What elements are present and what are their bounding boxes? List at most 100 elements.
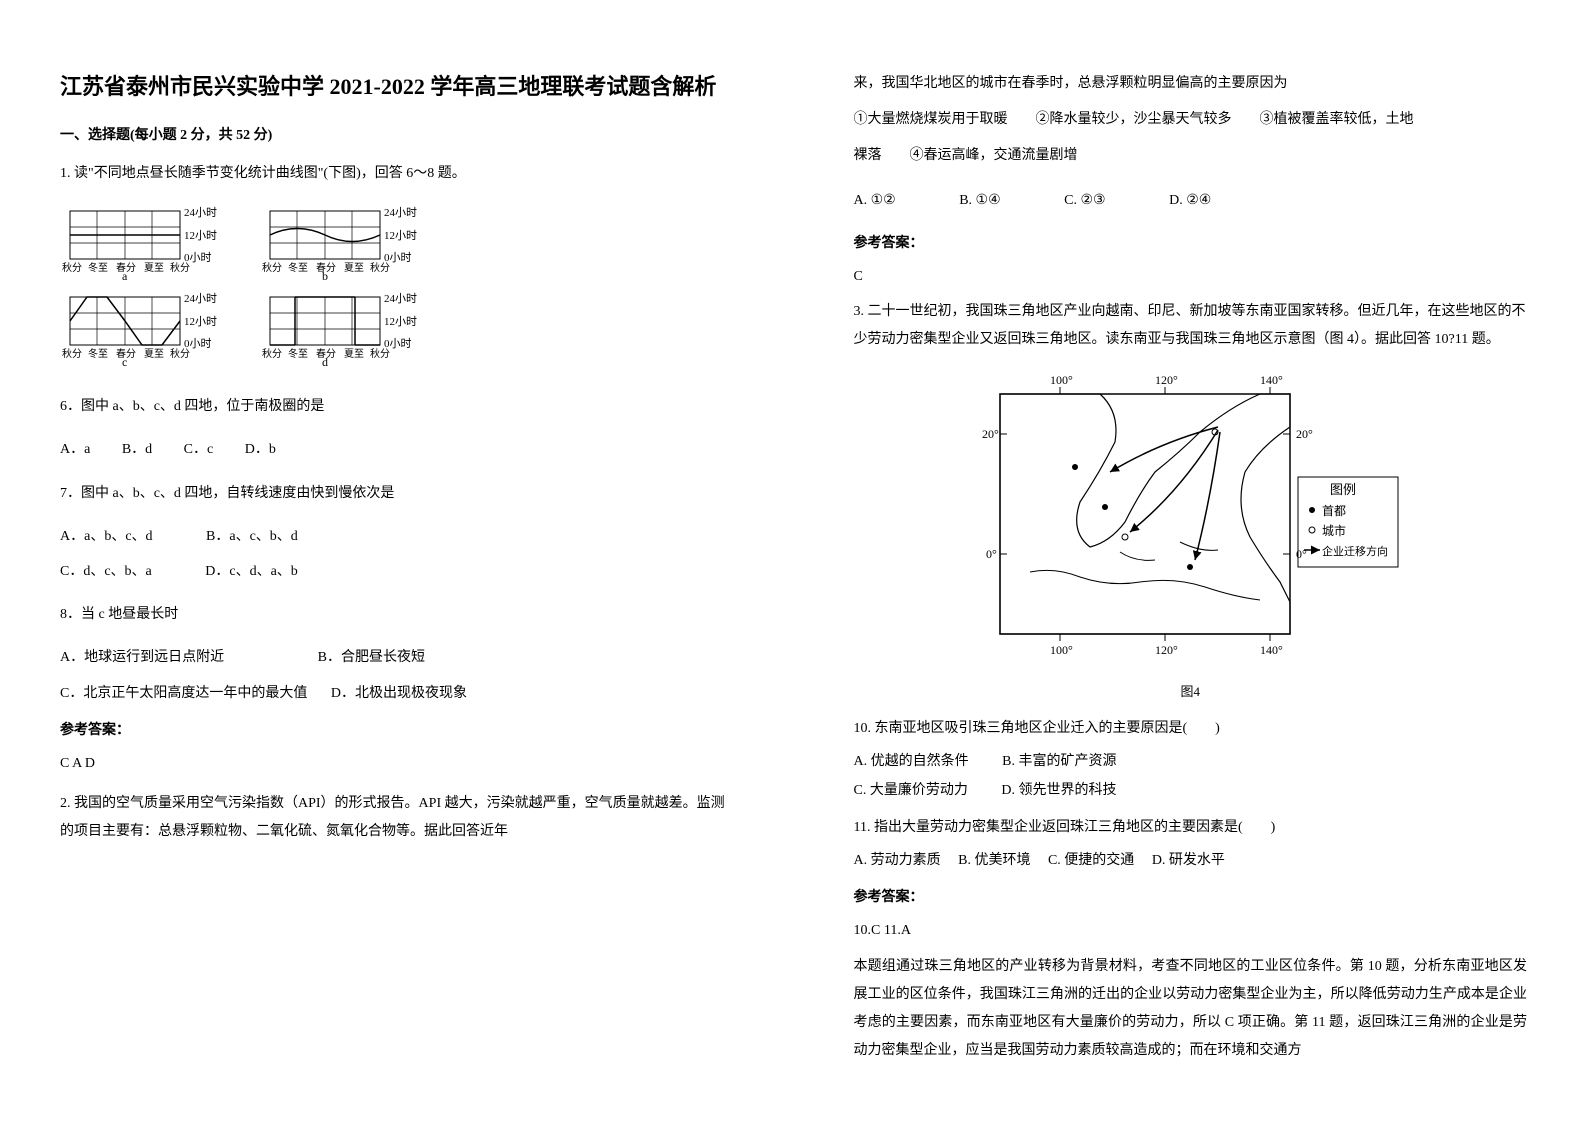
- svg-text:秋分: 秋分: [170, 347, 190, 360]
- left-column: 江苏省泰州市民兴实验中学 2021-2022 学年高三地理联考试题含解析 一、选…: [0, 0, 794, 1122]
- svg-text:秋分: 秋分: [62, 347, 82, 360]
- svg-text:12小时: 12小时: [384, 315, 417, 328]
- svg-text:秋分: 秋分: [62, 261, 82, 274]
- svg-text:冬至: 冬至: [88, 347, 108, 360]
- svg-text:120°: 120°: [1155, 643, 1178, 657]
- svg-text:夏至: 夏至: [144, 348, 164, 360]
- q6-opt-b: B．d: [122, 442, 152, 457]
- svg-text:0°: 0°: [986, 547, 997, 561]
- q1-intro: 1. 读"不同地点昼长随季节变化统计曲线图"(下图)，回答 6～8 题。: [60, 160, 734, 188]
- section-header: 一、选择题(每小题 2 分，共 52 分): [60, 123, 734, 148]
- q10-options-line1: A. 优越的自然条件 B. 丰富的矿产资源: [854, 749, 1528, 774]
- svg-text:首都: 首都: [1322, 504, 1346, 518]
- q10-opt-c: C. 大量廉价劳动力: [854, 783, 968, 798]
- q10-options-line2: C. 大量廉价劳动力 D. 领先世界的科技: [854, 778, 1528, 803]
- svg-text:a: a: [122, 269, 128, 280]
- q2-cont2: ①大量燃烧煤炭用于取暖 ②降水量较少，沙尘暴天气较多 ③植被覆盖率较低，土地: [854, 106, 1528, 134]
- q7-options-line1: A．a、b、c、d B．a、c、b、d: [60, 524, 734, 549]
- svg-text:20°: 20°: [982, 427, 999, 441]
- q10-text: 10. 东南亚地区吸引珠三角地区企业迁入的主要原因是( ): [854, 715, 1528, 743]
- q2-text: 2. 我国的空气质量采用空气污染指数（API）的形式报告。API 越大，污染就越…: [60, 790, 734, 846]
- svg-text:冬至: 冬至: [288, 347, 308, 360]
- q2-cont3: 裸落 ④春运高峰，交通流量剧增: [854, 142, 1528, 170]
- q11-options: A. 劳动力素质 B. 优美环境 C. 便捷的交通 D. 研发水平: [854, 848, 1528, 873]
- svg-text:24小时: 24小时: [184, 206, 217, 219]
- q7-options-line2: C．d、c、b、a D．c、d、a、b: [60, 559, 734, 584]
- q7-opt-a: A．a、b、c、d: [60, 529, 153, 544]
- svg-text:夏至: 夏至: [144, 262, 164, 274]
- svg-text:c: c: [122, 355, 127, 366]
- q10-opt-d: D. 领先世界的科技: [1001, 783, 1116, 798]
- svg-text:12小时: 12小时: [184, 229, 217, 242]
- q8-opt-b: B．合肥昼长夜短: [318, 650, 425, 665]
- svg-text:冬至: 冬至: [88, 261, 108, 274]
- answer-2: C: [854, 264, 1528, 289]
- svg-text:夏至: 夏至: [344, 348, 364, 360]
- svg-text:140°: 140°: [1260, 643, 1283, 657]
- q11-text: 11. 指出大量劳动力密集型企业返回珠江三角地区的主要因素是( ): [854, 814, 1528, 842]
- chart-b: 24小时 12小时 0小时 秋分 冬至 春分 夏至 秋分 b: [260, 206, 420, 280]
- svg-text:秋分: 秋分: [370, 261, 390, 274]
- exam-title: 江苏省泰州市民兴实验中学 2021-2022 学年高三地理联考试题含解析: [60, 70, 734, 103]
- q6-opt-c: C．c: [184, 442, 214, 457]
- right-column: 来，我国华北地区的城市在春季时，总悬浮颗粒明显偏高的主要原因为 ①大量燃烧煤炭用…: [794, 0, 1587, 1122]
- q2-options: A. ①② B. ①④ C. ②③ D. ②④: [854, 188, 1528, 213]
- answer-label-2: 参考答案：: [854, 231, 1528, 256]
- chart-c: 24小时 12小时 0小时 秋分 冬至 春分 夏至 秋分 c: [60, 292, 220, 366]
- q7-opt-d: D．c、d、a、b: [205, 564, 298, 579]
- q2-opt-a: A. ①②: [854, 193, 896, 208]
- svg-text:b: b: [322, 269, 328, 280]
- svg-text:秋分: 秋分: [170, 261, 190, 274]
- svg-text:100°: 100°: [1050, 643, 1073, 657]
- q6-opt-d: D．b: [245, 442, 276, 457]
- q11-opt-d: D. 研发水平: [1152, 853, 1225, 868]
- answer-3: 10.C 11.A: [854, 918, 1528, 943]
- svg-text:24小时: 24小时: [384, 292, 417, 305]
- q11-opt-b: B. 优美环境: [958, 853, 1030, 868]
- q7-opt-c: C．d、c、b、a: [60, 564, 152, 579]
- q2-opt-d: D. ②④: [1169, 193, 1211, 208]
- q8-options-line2: C．北京正午太阳高度达一年中的最大值 D．北极出现极夜现象: [60, 681, 734, 706]
- q7-opt-b: B．a、c、b、d: [206, 529, 298, 544]
- q6-options: A．a B．d C．c D．b: [60, 437, 734, 462]
- map-caption: 图4: [854, 680, 1528, 703]
- svg-text:秋分: 秋分: [262, 347, 282, 360]
- svg-text:140°: 140°: [1260, 373, 1283, 387]
- q8-opt-c: C．北京正午太阳高度达一年中的最大值: [60, 686, 307, 701]
- daylight-charts: 24小时 12小时 0小时 秋分 冬至 春分 夏至 秋分 a: [60, 206, 734, 366]
- svg-text:20°: 20°: [1296, 427, 1313, 441]
- svg-text:秋分: 秋分: [262, 261, 282, 274]
- svg-text:冬至: 冬至: [288, 261, 308, 274]
- q2-opt-c: C. ②③: [1064, 193, 1105, 208]
- explanation-text: 本题组通过珠三角地区的产业转移为背景材料，考查不同地区的工业区位条件。第 10 …: [854, 953, 1528, 1065]
- q11-opt-a: A. 劳动力素质: [854, 853, 941, 868]
- svg-text:24小时: 24小时: [384, 206, 417, 219]
- q8-opt-d: D．北极出现极夜现象: [331, 686, 467, 701]
- q10-opt-a: A. 优越的自然条件: [854, 754, 969, 769]
- southeast-asia-map: 100° 120° 140° 20° 20° 0° 0°: [980, 372, 1400, 667]
- q8-options-line1: A．地球运行到远日点附近 B．合肥昼长夜短: [60, 645, 734, 670]
- svg-text:图例: 图例: [1330, 482, 1356, 497]
- q8-opt-a: A．地球运行到远日点附近: [60, 650, 224, 665]
- chart-d: 24小时 12小时 0小时 秋分 冬至 春分 夏至 秋分 d: [260, 292, 420, 366]
- svg-text:秋分: 秋分: [370, 347, 390, 360]
- svg-text:企业迁移方向: 企业迁移方向: [1322, 544, 1388, 558]
- chart-a: 24小时 12小时 0小时 秋分 冬至 春分 夏至 秋分 a: [60, 206, 220, 280]
- svg-text:120°: 120°: [1155, 373, 1178, 387]
- map-figure: 100° 120° 140° 20° 20° 0° 0°: [854, 372, 1528, 704]
- q2-opt-b: B. ①④: [959, 193, 1000, 208]
- q8-text: 8．当 c 地昼最长时: [60, 602, 734, 627]
- answer-1: C A D: [60, 751, 734, 776]
- q7-text: 7．图中 a、b、c、d 四地，自转线速度由快到慢依次是: [60, 481, 734, 506]
- svg-text:夏至: 夏至: [344, 262, 364, 274]
- svg-text:100°: 100°: [1050, 373, 1073, 387]
- q6-text: 6．图中 a、b、c、d 四地，位于南极圈的是: [60, 394, 734, 419]
- svg-text:24小时: 24小时: [184, 292, 217, 305]
- q6-opt-a: A．a: [60, 442, 90, 457]
- svg-text:12小时: 12小时: [184, 315, 217, 328]
- q10-opt-b: B. 丰富的矿产资源: [1002, 754, 1116, 769]
- answer-label-1: 参考答案：: [60, 718, 734, 743]
- q3-text: 3. 二十一世纪初，我国珠三角地区产业向越南、印尼、新加坡等东南亚国家转移。但近…: [854, 298, 1528, 354]
- q11-opt-c: C. 便捷的交通: [1048, 853, 1134, 868]
- q2-cont1: 来，我国华北地区的城市在春季时，总悬浮颗粒明显偏高的主要原因为: [854, 70, 1528, 98]
